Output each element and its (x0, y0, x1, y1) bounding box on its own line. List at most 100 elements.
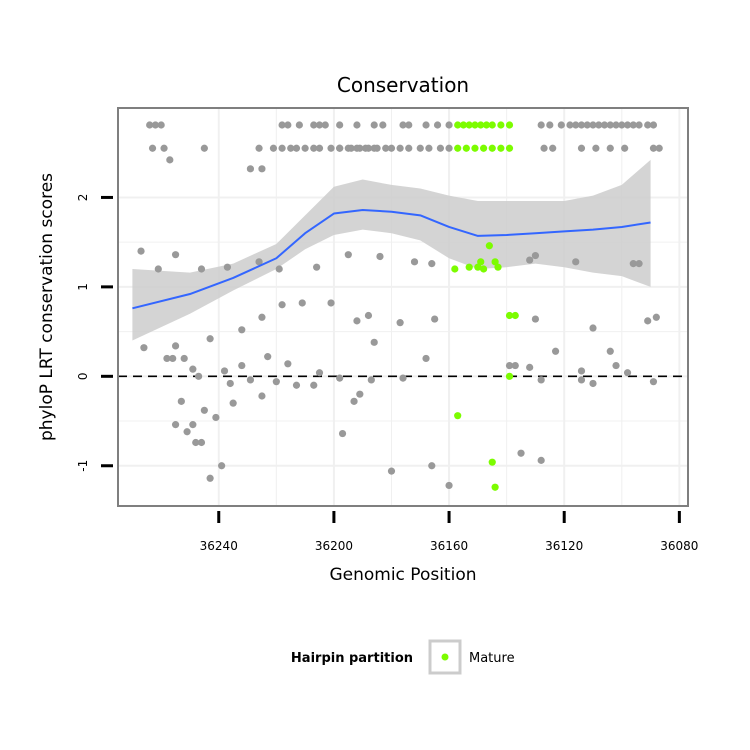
mature-point (497, 144, 505, 152)
data-point (422, 354, 430, 363)
data-point (189, 365, 197, 373)
data-point (577, 376, 586, 384)
data-point (197, 265, 206, 273)
mature-point (465, 121, 473, 129)
data-point (422, 121, 430, 129)
mature-point (454, 144, 462, 152)
data-point (200, 144, 208, 152)
data-point (327, 144, 335, 152)
data-point (336, 121, 344, 129)
data-point (566, 121, 574, 129)
data-point (445, 121, 453, 129)
data-point (183, 428, 191, 436)
data-point (287, 144, 295, 152)
mature-point (471, 144, 479, 152)
data-point (396, 319, 404, 327)
data-point (166, 156, 174, 164)
data-point (410, 258, 419, 266)
mature-point (505, 372, 514, 380)
data-point (606, 347, 614, 355)
data-point (229, 399, 237, 407)
data-point (246, 165, 255, 173)
confidence-ribbon-layer (132, 159, 651, 341)
data-point (310, 121, 318, 129)
data-point (212, 413, 220, 422)
data-point (171, 421, 180, 429)
mature-point (454, 412, 462, 420)
data-point (644, 317, 652, 325)
x-tick-label: 36240 (200, 539, 238, 553)
data-point (431, 315, 439, 323)
data-point (180, 354, 188, 363)
data-point (551, 347, 560, 355)
data-point (428, 462, 436, 470)
data-point (649, 144, 658, 152)
data-point (238, 326, 246, 334)
chart-title: Conservation (337, 73, 469, 97)
legend-mature-label: Mature (469, 651, 515, 666)
mature-point (491, 483, 499, 491)
data-point (195, 372, 203, 380)
data-point (405, 121, 413, 129)
y-tick-label: -1 (76, 460, 90, 472)
data-point (540, 144, 548, 152)
data-point (275, 265, 283, 273)
mature-point (480, 144, 488, 152)
mature-point (505, 144, 514, 152)
data-point (361, 144, 370, 152)
data-point (321, 121, 329, 129)
data-point (258, 392, 266, 400)
mature-point (497, 121, 505, 129)
data-point (649, 378, 658, 386)
data-point (387, 467, 396, 475)
data-point (589, 121, 597, 129)
data-point (148, 144, 157, 152)
mature-point (454, 121, 462, 129)
data-point (367, 376, 375, 384)
data-point (356, 390, 364, 398)
x-tick-label: 36080 (660, 539, 698, 553)
data-point (264, 353, 272, 361)
data-point (537, 456, 545, 464)
data-point (623, 369, 632, 377)
data-point (220, 367, 229, 375)
data-point (428, 260, 436, 268)
data-point (177, 397, 185, 405)
data-point (425, 144, 433, 152)
data-point (315, 144, 324, 152)
data-point (577, 121, 586, 129)
data-point (612, 361, 620, 370)
data-point (577, 367, 586, 375)
mature-point (485, 242, 493, 250)
legend: Hairpin partition Mature (291, 639, 515, 675)
x-tick-label: 36200 (315, 539, 353, 553)
mature-point (488, 121, 496, 129)
mature-point (480, 265, 488, 273)
data-point (336, 374, 344, 382)
data-point (589, 324, 597, 332)
mature-point (477, 258, 485, 266)
data-point (629, 121, 637, 129)
x-tick-label: 36160 (430, 539, 468, 553)
data-point (635, 260, 643, 268)
data-point (169, 354, 177, 363)
data-point (338, 429, 347, 438)
data-point (517, 449, 525, 457)
mature-point (494, 263, 502, 271)
data-point (189, 421, 197, 429)
data-point (344, 144, 352, 152)
data-point (327, 299, 335, 307)
data-point (526, 256, 534, 264)
data-point (218, 462, 226, 470)
data-point (537, 121, 545, 129)
mature-point (482, 121, 491, 129)
data-point (336, 144, 344, 152)
mature-point (511, 311, 519, 320)
data-point (137, 247, 145, 255)
data-point (301, 144, 309, 152)
data-point (298, 299, 306, 307)
data-point (350, 397, 358, 405)
data-point (549, 144, 557, 152)
data-point (612, 121, 620, 129)
